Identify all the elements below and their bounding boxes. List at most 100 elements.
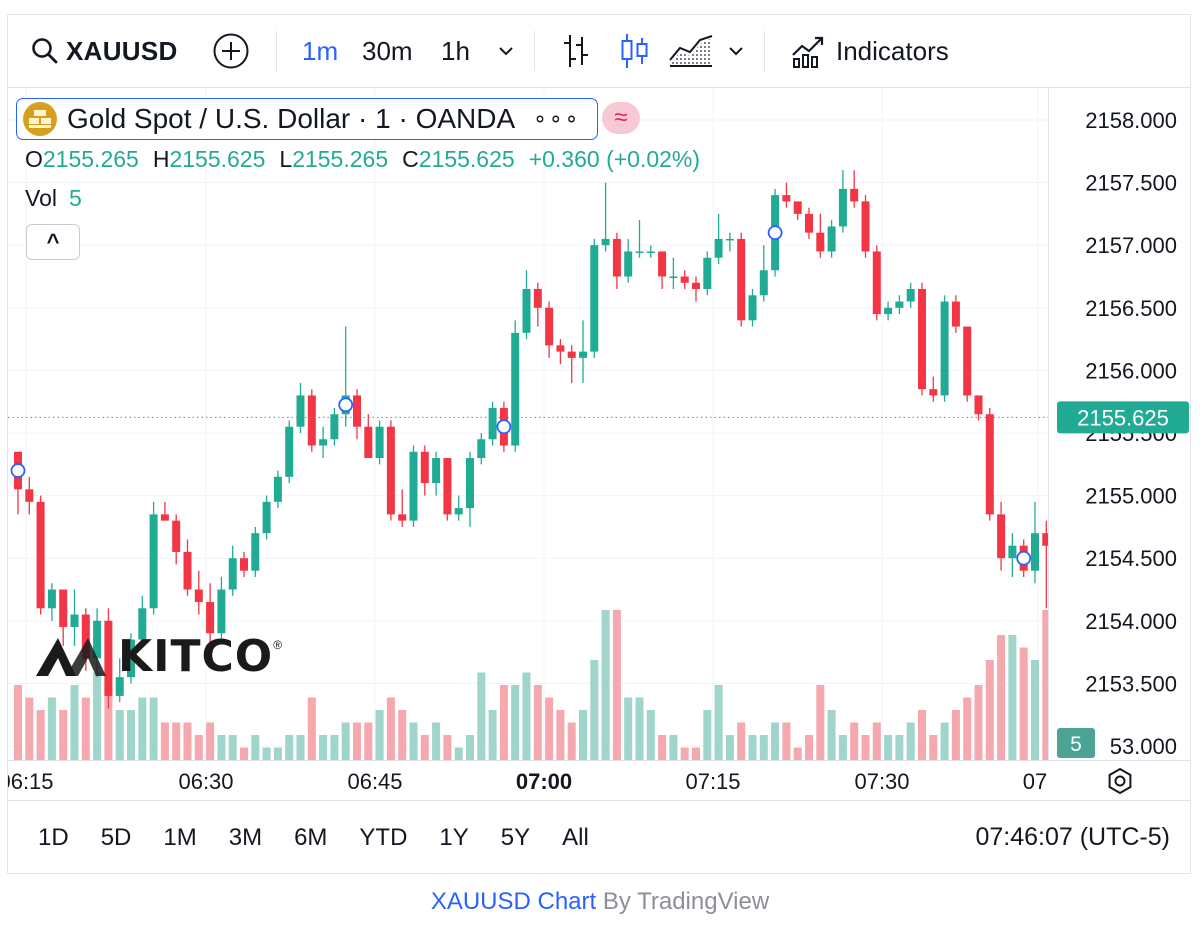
candle-body [646,251,655,253]
candle-body [443,458,452,515]
range-1y[interactable]: 1Y [439,823,469,851]
volume-bar [409,722,418,760]
symbol-search[interactable]: XAUUSD [30,15,178,87]
volume-bar [206,722,215,760]
add-symbol-button[interactable] [212,15,250,87]
symbol-title: Gold Spot / U.S. Dollar · 1 · OANDA [67,103,516,134]
candle-style-button[interactable] [618,15,650,87]
volume-bar [172,722,181,760]
area-style-button[interactable] [668,15,714,87]
candle-body [827,226,836,252]
volume-bar [296,735,305,760]
candle-body [861,201,870,252]
symbol-name: XAUUSD [66,35,178,66]
range-6m[interactable]: 6M [294,823,328,851]
chart-style-dropdown[interactable] [726,15,746,87]
price-tick-label: 2158.000 [1085,108,1177,133]
collapse-legend-button[interactable]: ^ [26,224,80,260]
chart-link[interactable]: XAUUSD Chart [430,888,597,915]
bar-style-button[interactable] [560,15,592,87]
chart-pane[interactable]: KITCO ® Gold Spot / U.S. Dollar · 1 · OA… [8,88,1048,760]
candle-body [217,589,226,634]
candlestick-chart [8,88,1048,760]
range-bar: 1D 5D 1M 3M 6M YTD 1Y 5Y All 07:46:07 (U… [8,800,1190,873]
volume-bar [330,735,339,760]
volume-bar [997,635,1006,760]
candle-body [420,451,429,484]
candle-body [951,301,960,327]
more-icon[interactable]: ∘∘∘ [533,106,581,131]
range-1m[interactable]: 1M [163,823,197,851]
range-ytd[interactable]: YTD [359,823,408,851]
open-key: O [25,146,43,172]
volume-bar [985,660,994,760]
candle-body [296,395,305,427]
candle-body [725,238,734,241]
range-3m[interactable]: 3M [228,823,263,851]
candle-body [160,514,169,521]
symbol-legend[interactable]: Gold Spot / U.S. Dollar · 1 · OANDA ∘∘∘ [16,98,598,140]
timeframe-dropdown[interactable] [496,15,516,87]
kitco-logo-icon [36,638,106,676]
close-key: C [402,146,419,172]
candle-body [70,614,79,628]
timeframe-1h[interactable]: 1h [441,35,470,66]
candle-body [1008,545,1017,559]
candle-body [466,458,474,509]
volume-bar [217,735,226,760]
volume-bar [861,735,870,760]
current-price-label: 2155.625 [1077,405,1169,430]
range-all[interactable]: All [562,823,589,851]
timeframe-1m[interactable]: 1m [302,35,339,66]
volume-bar [793,747,802,760]
candle-body [612,238,621,277]
volume-bar [805,735,813,760]
volume-bar [115,710,124,760]
volume-bar [918,710,926,760]
time-tick-label: 07:15 [685,769,740,794]
time-axis[interactable]: 06:15 06:30 06:45 07:00 07:15 07:30 07: [8,760,1190,801]
candle-body [816,232,825,252]
candle-body [183,551,192,590]
volume-bar [364,722,373,760]
indicators-button[interactable]: Indicators [790,15,949,87]
attribution: XAUUSD Chart By TradingView [0,888,1200,916]
clock-timezone[interactable]: 07:46:07 (UTC-5) [975,823,1170,851]
volume-bar [669,735,678,760]
time-axis-labels: 06:15 06:30 06:45 07:00 07:15 07:30 07: [8,769,1048,794]
chart-settings-button[interactable] [1106,767,1134,800]
range-1d[interactable]: 1D [38,823,69,851]
range-5y[interactable]: 5Y [500,823,531,851]
volume-bar [14,685,22,760]
candle-body [307,395,316,446]
low-key: L [279,146,293,172]
candle-body [454,508,463,515]
chevron-down-icon [499,47,513,56]
volume-bar [816,685,825,760]
toolbar-divider [276,31,277,71]
volume-bar [240,747,248,760]
price-tick-label: 53.000 [1110,734,1177,759]
kitco-watermark: KITCO ® [36,635,282,679]
candle-body [692,282,700,290]
volume-bar [1008,635,1017,760]
price-tick-label: 2154.500 [1085,546,1177,571]
settings-icon [1108,767,1132,795]
candle-body [1031,533,1039,571]
candle-body [104,620,113,696]
wave-badge[interactable]: ≈ [602,102,640,134]
candle-body [149,514,158,609]
add-symbol-icon [213,33,249,69]
time-tick-label: 07:00 [516,769,572,794]
candle-body [127,639,135,678]
timeframe-30m[interactable]: 30m [362,35,413,66]
volume-bar [1031,660,1039,760]
candle-body [748,295,757,321]
price-tick-label: 2157.000 [1085,233,1177,258]
volume-bar [522,672,531,760]
range-5d[interactable]: 5D [100,823,132,851]
candle-body [511,332,520,446]
candle-body [940,301,949,396]
price-axis[interactable]: 2158.000 2157.500 2157.000 2156.500 2156.000… [1048,88,1190,760]
candle-body [567,351,576,358]
